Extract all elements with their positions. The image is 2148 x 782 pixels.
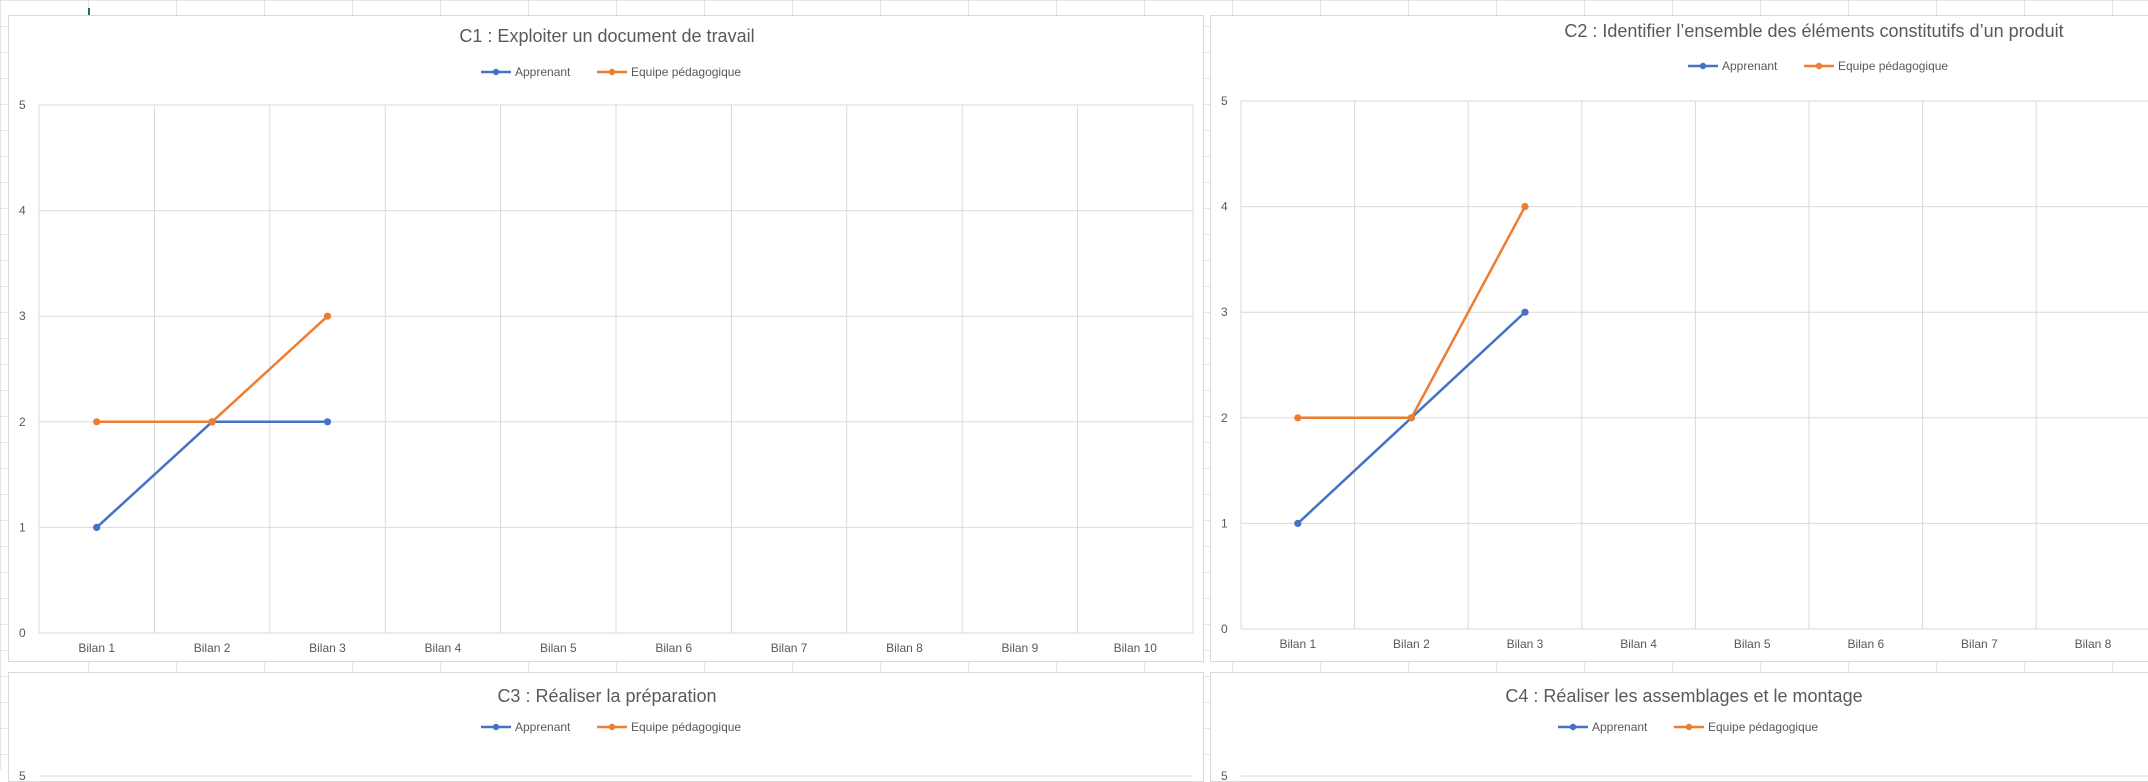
legend-label-0: Apprenant — [515, 65, 571, 79]
series-line-0 — [95, 420, 329, 529]
chart-svg: C2 : Identifier l’ensemble des éléments … — [1221, 21, 2148, 651]
chart-c4[interactable]: C4 : Réaliser les assemblages et le mont… — [1210, 672, 2148, 782]
legend-label-1: Equipe pédagogique — [631, 65, 741, 79]
chart-svg: C4 : Réaliser les assemblages et le mont… — [1221, 686, 2148, 782]
x-tick-label: Bilan 8 — [886, 641, 923, 655]
legend-label-0: Apprenant — [1722, 59, 1778, 73]
legend-marker-0 — [492, 68, 500, 76]
x-tick-label: Bilan 6 — [1847, 637, 1884, 651]
chart-c1[interactable]: C1 : Exploiter un document de travail App… — [8, 15, 1204, 662]
y-tick-label: 1 — [1221, 516, 1228, 530]
data-point-0-0 — [1294, 519, 1302, 527]
y-tick-label: 3 — [1221, 305, 1228, 319]
y-tick-label: 4 — [19, 204, 26, 218]
x-tick-label: Bilan 10 — [1114, 641, 1158, 655]
legend-marker-1 — [1815, 62, 1823, 70]
legend-marker-1 — [1685, 723, 1693, 731]
data-point-0-0 — [93, 523, 101, 531]
chart-svg: C3 : Réaliser la préparation Apprenant Equ… — [19, 686, 1193, 782]
data-point-1-0 — [1294, 414, 1302, 422]
x-tick-label: Bilan 7 — [771, 641, 808, 655]
chart-title: C2 : Identifier l’ensemble des éléments … — [1564, 21, 2063, 41]
chart-c3[interactable]: C3 : Réaliser la préparation Apprenant Equ… — [8, 672, 1204, 782]
x-tick-label: Bilan 9 — [1002, 641, 1039, 655]
legend-marker-0 — [1569, 723, 1577, 731]
data-point-1-2 — [1521, 203, 1529, 211]
legend-label-0: Apprenant — [1592, 720, 1648, 734]
x-tick-label: Bilan 5 — [1734, 637, 1771, 651]
y-tick-label: 2 — [19, 415, 26, 429]
x-tick-label: Bilan 2 — [1393, 637, 1430, 651]
chart-title: C3 : Réaliser la préparation — [497, 686, 716, 706]
y-tick-label: 5 — [19, 769, 26, 782]
chart-legend: Apprenant Equipe pédagogique — [1558, 720, 1818, 734]
data-point-1-1 — [208, 418, 216, 426]
legend-label-0: Apprenant — [515, 720, 571, 734]
x-tick-label: Bilan 1 — [1279, 637, 1316, 651]
x-tick-label: Bilan 6 — [655, 641, 692, 655]
x-tick-label: Bilan 7 — [1961, 637, 1998, 651]
x-tick-label: Bilan 3 — [309, 641, 346, 655]
y-tick-label: 5 — [1221, 94, 1228, 108]
y-tick-label: 4 — [1221, 200, 1228, 214]
legend-label-1: Equipe pédagogique — [1708, 720, 1818, 734]
y-tick-label: 5 — [1221, 769, 1228, 782]
legend-marker-0 — [1699, 62, 1707, 70]
legend-marker-1 — [608, 723, 616, 731]
legend-label-1: Equipe pédagogique — [631, 720, 741, 734]
data-point-1-2 — [323, 312, 332, 320]
chart-legend: Apprenant Equipe pédagogique — [481, 720, 741, 734]
legend-marker-0 — [492, 723, 500, 731]
legend-label-1: Equipe pédagogique — [1838, 59, 1948, 73]
chart-title: C4 : Réaliser les assemblages et le mont… — [1505, 686, 1862, 706]
series-line-1 — [95, 314, 329, 424]
x-tick-label: Bilan 3 — [1507, 637, 1544, 651]
data-point-0-2 — [323, 418, 332, 426]
legend-marker-1 — [608, 68, 616, 76]
y-tick-label: 1 — [19, 520, 26, 534]
chart-c2[interactable]: C2 : Identifier l’ensemble des éléments … — [1210, 15, 2148, 662]
chart-legend: Apprenant Equipe pédagogique — [1688, 59, 1948, 73]
x-tick-label: Bilan 1 — [78, 641, 115, 655]
active-cell-marker — [88, 8, 90, 16]
data-point-0-2 — [1521, 308, 1529, 316]
chart-title: C1 : Exploiter un document de travail — [459, 26, 754, 46]
y-tick-label: 0 — [19, 626, 26, 640]
chart-svg: C1 : Exploiter un document de travail App… — [19, 26, 1194, 655]
x-tick-label: Bilan 4 — [1620, 637, 1657, 651]
x-tick-label: Bilan 5 — [540, 641, 577, 655]
x-tick-label: Bilan 2 — [194, 641, 231, 655]
chart-legend: Apprenant Equipe pédagogique — [481, 65, 741, 79]
y-tick-label: 5 — [19, 98, 26, 112]
y-tick-label: 0 — [1221, 622, 1228, 636]
data-point-1-0 — [93, 418, 101, 426]
x-tick-label: Bilan 4 — [425, 641, 462, 655]
y-tick-label: 2 — [1221, 411, 1228, 425]
x-tick-label: Bilan 8 — [2075, 637, 2112, 651]
y-tick-label: 3 — [19, 309, 26, 323]
data-point-1-1 — [1407, 414, 1415, 422]
